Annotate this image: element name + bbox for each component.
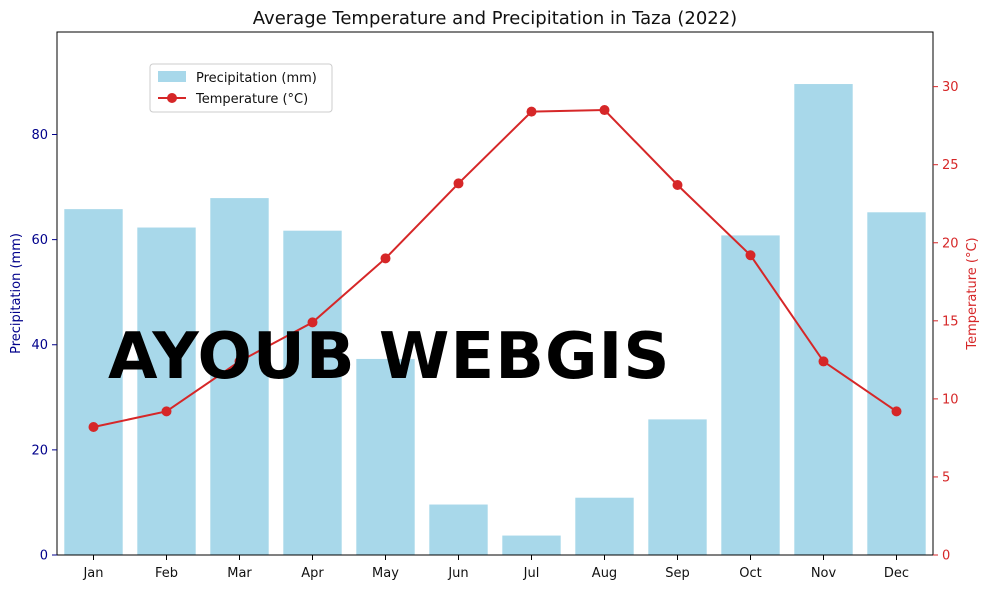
x-tick-label: Mar (227, 566, 252, 581)
bar-jun (429, 504, 488, 555)
temperature-point-sep (672, 179, 683, 190)
bar-oct (721, 235, 780, 555)
x-tick-label: Oct (739, 566, 761, 581)
legend-swatch-precipitation (158, 71, 186, 82)
temperature-point-feb (161, 406, 172, 417)
y-tick-label: 80 (31, 128, 48, 143)
temperature-line (88, 105, 902, 432)
y2-axis-label: Temperature (°C) (965, 237, 980, 350)
x-tick-label: Aug (592, 566, 617, 581)
precipitation-bars (64, 84, 926, 556)
x-tick-label: Feb (155, 566, 178, 581)
bar-jan (64, 209, 123, 555)
temperature-point-nov (818, 356, 829, 367)
temperature-point-apr (307, 317, 318, 328)
y-axis-ticks: 0 20 40 60 80 (31, 128, 57, 564)
x-axis-ticks: Jan Feb Mar Apr May Jun Jul Aug Sep Oct Nov Dec (82, 555, 909, 581)
plot-frame (56, 31, 934, 556)
bar-jul (502, 535, 561, 555)
y2-axis-ticks: 0 5 10 15 20 25 30 (933, 80, 959, 564)
legend-label-temperature: Temperature (°C) (195, 92, 308, 107)
y-axis-label: Precipitation (mm) (9, 233, 24, 354)
x-tick-label: Jul (523, 566, 540, 581)
y2-tick-label: 10 (942, 392, 959, 407)
y-tick-label: 40 (31, 338, 48, 353)
watermark-text: AYOUB WEBGIS (108, 320, 670, 394)
x-tick-label: Jan (82, 566, 103, 581)
y2-tick-label: 25 (942, 158, 959, 173)
x-tick-label: May (372, 566, 399, 581)
legend-swatch-temperature-marker (167, 93, 177, 103)
chart-title: Average Temperature and Precipitation in… (253, 8, 737, 29)
temperature-point-oct (745, 250, 756, 261)
y2-tick-label: 5 (942, 470, 950, 485)
bar-sep (648, 419, 707, 555)
y2-tick-label: 0 (942, 549, 950, 564)
y2-tick-label: 20 (942, 236, 959, 251)
y-tick-label: 20 (31, 443, 48, 458)
temperature-line-path (93, 109, 898, 428)
temperature-point-jul (526, 106, 537, 117)
x-tick-label: Nov (811, 566, 837, 581)
legend-box (149, 63, 333, 113)
axes (56, 31, 934, 556)
x-tick-label: Apr (301, 566, 324, 581)
bar-aug (575, 497, 634, 555)
temperature-point-dec (891, 406, 902, 417)
y-tick-label: 0 (40, 549, 48, 564)
legend-label-precipitation: Precipitation (mm) (196, 71, 317, 86)
x-tick-label: Jun (447, 566, 468, 581)
y2-tick-label: 30 (942, 80, 959, 95)
bar-apr (283, 230, 342, 555)
legend: Precipitation (mm) Temperature (°C) (149, 63, 333, 113)
bar-nov (794, 84, 853, 556)
x-tick-label: Dec (884, 566, 909, 581)
y2-tick-label: 15 (942, 314, 959, 329)
bar-may (356, 358, 415, 555)
bar-dec (867, 212, 926, 555)
y-tick-label: 60 (31, 233, 48, 248)
bar-mar (210, 198, 269, 555)
temperature-point-jun (453, 178, 464, 189)
temperature-point-mar (234, 356, 245, 367)
temperature-point-may (380, 253, 391, 264)
bar-feb (137, 227, 196, 555)
x-tick-label: Sep (665, 566, 690, 581)
temperature-point-jan (88, 421, 99, 432)
temperature-point-aug (599, 105, 610, 116)
